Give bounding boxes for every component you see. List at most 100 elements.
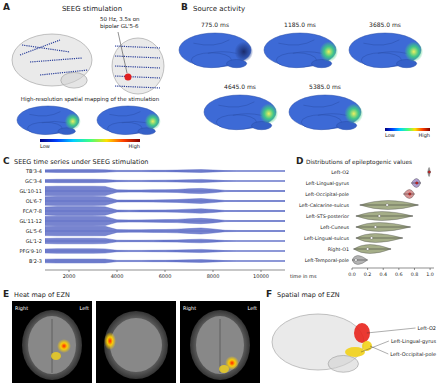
tick	[69, 270, 70, 272]
brain-render	[264, 33, 338, 68]
tick	[367, 268, 368, 270]
shape	[191, 53, 231, 68]
mri-slice	[180, 301, 260, 383]
shape	[108, 122, 143, 134]
shape	[276, 53, 316, 68]
panel-title: Heat map of EZN	[14, 291, 70, 299]
shape	[363, 40, 399, 45]
brain-render	[204, 95, 278, 130]
glass-cerebellum	[61, 72, 87, 88]
leader-line	[370, 346, 388, 354]
figure: A SEEG stimulation 50 Hz, 3.5s onbipolar G…	[0, 0, 440, 386]
channel-label: TB'3-4	[25, 168, 42, 174]
shape	[303, 102, 339, 107]
category-label: Left-Calcarine-sulcus	[299, 203, 350, 208]
panel-letter: F	[266, 289, 272, 299]
annotation: 50 Hz, 3.5s onbipolar GL'5-6	[100, 16, 140, 30]
glass-brains	[12, 32, 164, 94]
electrode	[30, 58, 82, 62]
category-label: Left-Occipital-pole	[305, 192, 349, 197]
trace	[45, 207, 285, 216]
channel-label: GL'10-11	[19, 188, 42, 194]
traces	[45, 170, 285, 264]
axis-title: time in ms	[290, 273, 317, 279]
trace	[45, 238, 285, 244]
tick	[261, 270, 262, 272]
category-label: Left-Lingual-sulcus	[304, 236, 349, 241]
violin	[411, 179, 420, 188]
orientation-label: Left	[80, 305, 89, 311]
frame-time: 3685.0 ms	[369, 21, 401, 28]
activity-spot	[259, 104, 278, 124]
violin-median	[370, 237, 373, 240]
activity-spot	[404, 42, 423, 62]
region-label: Left-Occipital-pole	[390, 351, 436, 358]
trace	[45, 197, 285, 206]
electrode	[115, 46, 160, 48]
channel-label: B'2-3	[29, 258, 42, 264]
chart-title: Distributions of epileptogenic values	[306, 159, 412, 166]
colorbar	[40, 139, 140, 142]
trace	[45, 249, 285, 254]
channel-label: GL'11-12	[19, 218, 42, 224]
panel-letter: B	[181, 2, 188, 12]
brain-render	[17, 106, 81, 135]
channel-label: PFG'9-10	[20, 248, 43, 254]
activity-spot	[145, 113, 161, 130]
head	[190, 310, 250, 380]
trace	[45, 226, 285, 236]
glass-cerebellum	[328, 355, 358, 372]
frame-time: 4645.0 ms	[224, 83, 256, 90]
violin	[428, 168, 430, 177]
trace	[45, 179, 285, 182]
violin	[404, 190, 415, 199]
mri-background	[180, 301, 260, 383]
mri-background	[96, 301, 176, 383]
brain	[28, 316, 76, 374]
leader-line	[361, 341, 389, 352]
violin-range	[354, 249, 391, 250]
frame-time: 775.0 ms	[201, 21, 229, 28]
panel-letter: D	[296, 156, 303, 166]
violin-range	[356, 227, 411, 228]
category-label: Left-O2	[331, 170, 349, 175]
shape	[216, 115, 256, 130]
brain	[196, 316, 244, 374]
orientation-label: Right	[15, 305, 28, 312]
channel-label: GL'5-6	[26, 228, 42, 234]
tick	[117, 270, 118, 272]
category-label: Right-O1	[328, 247, 349, 252]
tick	[430, 268, 431, 270]
category-label: Left-Cuneus	[320, 225, 349, 230]
tick-label: 0.6	[395, 272, 403, 277]
colorbar-label: High	[129, 143, 141, 150]
orientation-label: Left	[248, 305, 257, 311]
shape	[42, 121, 67, 122]
frame-time: 1185.0 ms	[284, 21, 316, 28]
shape	[28, 122, 63, 134]
leader-line	[118, 32, 127, 73]
panel-letter: E	[3, 289, 9, 299]
trace-baseline	[45, 171, 285, 172]
trace	[45, 170, 285, 173]
panel-letter: A	[3, 2, 10, 12]
shape	[361, 53, 401, 68]
trace	[45, 216, 285, 226]
violin	[354, 245, 391, 254]
shape	[293, 52, 322, 54]
mri-slice	[96, 301, 176, 383]
shape	[109, 112, 140, 116]
mri-slice	[12, 301, 92, 383]
tick	[398, 268, 399, 270]
colorbar-label: High	[419, 132, 431, 139]
shape	[29, 112, 60, 116]
ezn-region	[345, 347, 365, 357]
panel-subtitle: High-resolution spatial mapping of the s…	[21, 96, 160, 103]
violin-range	[404, 194, 415, 195]
brain-render	[349, 33, 423, 68]
channel-label: OL'6-7	[26, 198, 42, 204]
panel-title: SEEG stimulation	[62, 5, 122, 13]
tick-label: 0.0	[348, 272, 356, 277]
violin-median	[408, 193, 411, 196]
orientation-label: Right	[183, 305, 196, 312]
